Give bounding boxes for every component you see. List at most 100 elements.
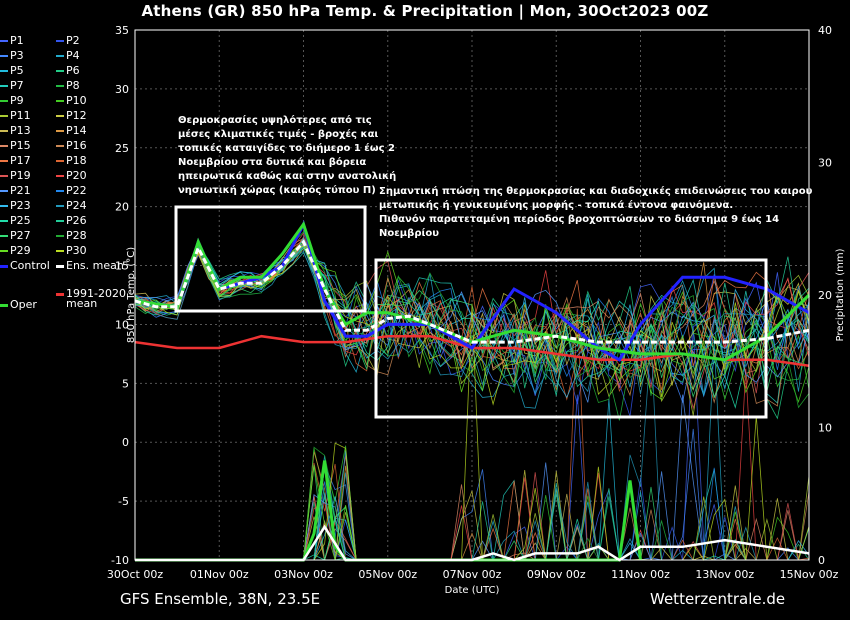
- legend-label: P30: [66, 244, 87, 257]
- series-ens-mean-precipitation: [135, 524, 810, 562]
- legend-label: P4: [66, 49, 80, 62]
- legend-item-p18: P18: [56, 154, 87, 168]
- legend-label: P2: [66, 34, 80, 47]
- legend-swatch: [0, 145, 8, 147]
- legend-item-p19: P19: [0, 169, 31, 183]
- y2-tick-label: 40: [818, 24, 832, 37]
- legend-label: Oper: [10, 298, 37, 311]
- legend-label: P21: [10, 184, 31, 197]
- legend-item-ens-mean: Ens. mean: [56, 259, 124, 273]
- legend-swatch: [0, 130, 8, 132]
- footer-source: Wetterzentrale.de: [650, 590, 786, 608]
- annotation-line: Σημαντική πτώση της θερμοκρασίας και δια…: [379, 186, 813, 197]
- plot-frame: [134, 29, 810, 561]
- x-tick-label: 09Nov 00z: [527, 568, 586, 581]
- legend-label: P10: [66, 94, 87, 107]
- annotation-1: Θερμοκρασίες υψηλότερες από τις μέσες κλι…: [178, 114, 396, 198]
- legend-label: P3: [10, 49, 24, 62]
- legend-item-climate-mean-line2: mean: [66, 297, 98, 310]
- legend-item-p13: P13: [0, 124, 31, 138]
- annotation-box-1: [174, 205, 367, 313]
- legend-label: P24: [66, 199, 87, 212]
- legend-item-p3: P3: [0, 49, 24, 63]
- legend-swatch: [56, 55, 64, 57]
- x-tick-label: 13Nov 00z: [695, 568, 754, 581]
- y-tick-label: 10: [115, 318, 129, 331]
- y-tick-label: 0: [122, 436, 129, 449]
- legend-swatch: [56, 205, 64, 207]
- legend-label: P9: [10, 94, 24, 107]
- legend-label: Ens. mean: [66, 259, 124, 272]
- legend-label: P7: [10, 79, 24, 92]
- legend-label: P12: [66, 109, 87, 122]
- legend-swatch: [0, 303, 8, 307]
- legend-label: P23: [10, 199, 31, 212]
- annotation-line: μετωπικής ή γενικευμένης μορφής - τοπικά…: [379, 200, 734, 211]
- legend-label: P25: [10, 214, 31, 227]
- legend-label: Control: [10, 259, 50, 272]
- legend-item-p2: P2: [56, 34, 80, 48]
- legend-swatch: [0, 250, 8, 252]
- y-tick-label: 15: [115, 260, 129, 273]
- y-axis-title: 850 hPa Temp. (°C): [126, 247, 137, 343]
- y2-axis-title: Precipitation (mm): [835, 248, 846, 341]
- legend-label: P27: [10, 229, 31, 242]
- x-tick-label: 30Oct 00z: [107, 568, 164, 581]
- legend-item-p30: P30: [56, 244, 87, 258]
- legend-label: P5: [10, 64, 24, 77]
- legend-label: P11: [10, 109, 31, 122]
- y-tick-label: -10: [111, 554, 129, 567]
- y-tick-label: 20: [115, 201, 129, 214]
- legend-item-p23: P23: [0, 199, 31, 213]
- y-tick-label: 5: [122, 377, 129, 390]
- legend-swatch: [56, 250, 64, 252]
- legend-item-p7: P7: [0, 79, 24, 93]
- legend-item-p27: P27: [0, 229, 31, 243]
- legend-swatch: [0, 264, 8, 268]
- legend-swatch: [0, 85, 8, 87]
- legend-label: P20: [66, 169, 87, 182]
- x-tick-label: 05Nov 00z: [358, 568, 417, 581]
- y2-tick-label: 30: [818, 157, 832, 170]
- legend-swatch: [0, 175, 8, 177]
- legend-item-p14: P14: [56, 124, 87, 138]
- legend-swatch: [56, 235, 64, 237]
- series-ens-mean: [134, 239, 810, 344]
- legend-item-p11: P11: [0, 109, 31, 123]
- legend-swatch: [56, 85, 64, 87]
- legend-label: P6: [66, 64, 80, 77]
- annotation-line: Πιθανόν παρατεταμένη περίοδος βροχοπτώσε…: [379, 214, 780, 225]
- legend-label: 1991-2020: [66, 287, 126, 300]
- annotation-line: Θερμοκρασίες υψηλότερες από τις: [178, 115, 372, 126]
- legend-item-p16: P16: [56, 139, 87, 153]
- legend-swatch: [56, 264, 64, 268]
- legend-item-p22: P22: [56, 184, 87, 198]
- legend-swatch: [56, 130, 64, 132]
- annotation-line: Νοεμβρίου: [379, 228, 439, 239]
- annotation-line: τοπικές καταιγίδες το διήμερο 1 έως 2: [178, 143, 395, 154]
- footer-model-info: GFS Ensemble, 38N, 23.5E: [120, 590, 321, 608]
- y-tick-label: 25: [115, 142, 129, 155]
- legend-item-p29: P29: [0, 244, 31, 258]
- legend-item-p21: P21: [0, 184, 31, 198]
- legend-swatch: [0, 205, 8, 207]
- legend-swatch: [56, 100, 64, 102]
- x-tick-label: 03Nov 00z: [274, 568, 333, 581]
- legend-item-p6: P6: [56, 64, 80, 78]
- x-axis-title: Date (UTC): [445, 585, 500, 596]
- legend-item-p4: P4: [56, 49, 80, 63]
- y-tick-label: -5: [118, 495, 129, 508]
- legend-swatch: [0, 70, 8, 72]
- legend-swatch: [0, 100, 8, 102]
- legend-item-p17: P17: [0, 154, 31, 168]
- x-tick-label: 11Nov 00z: [611, 568, 670, 581]
- annotation-line: μέσες κλιματικές τιμές - βροχές και: [178, 129, 379, 140]
- legend-item-p25: P25: [0, 214, 31, 228]
- y-tick-label: 35: [115, 24, 129, 37]
- legend-label: P13: [10, 124, 31, 137]
- legend-label: P14: [66, 124, 87, 137]
- legend-swatch: [0, 220, 8, 222]
- chart-title: Athens (GR) 850 hPa Temp. & Precipitatio…: [141, 2, 709, 20]
- x-tick-label: 01Nov 00z: [190, 568, 249, 581]
